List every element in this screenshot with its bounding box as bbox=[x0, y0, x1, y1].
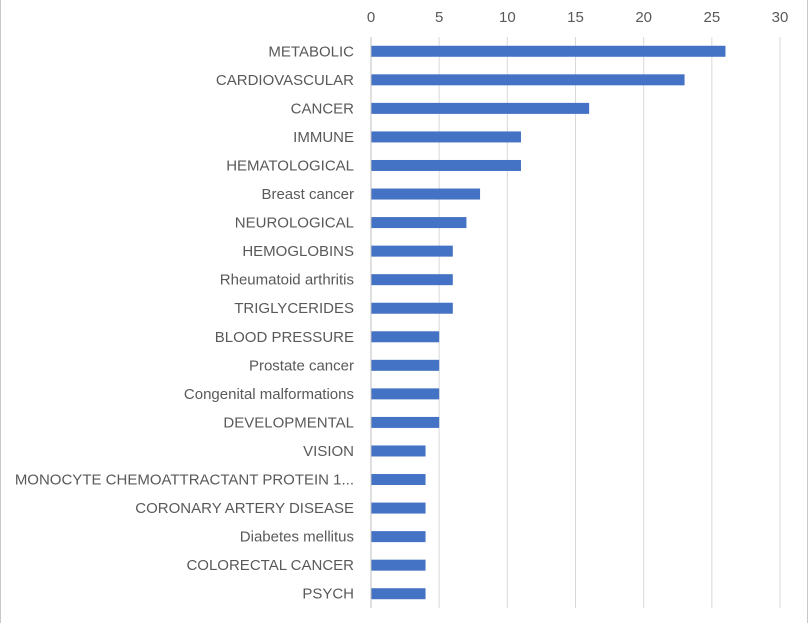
category-label: HEMOGLOBINS bbox=[242, 243, 354, 260]
bar bbox=[371, 245, 453, 257]
bar bbox=[371, 559, 426, 571]
bar bbox=[371, 274, 453, 286]
x-tick-label: 20 bbox=[635, 9, 652, 26]
bar bbox=[371, 531, 426, 543]
x-tick-label: 10 bbox=[499, 9, 516, 26]
x-tick-label: 25 bbox=[703, 9, 720, 26]
category-label: Diabetes mellitus bbox=[240, 529, 354, 546]
category-label: HEMATOLOGICAL bbox=[226, 157, 354, 174]
bar bbox=[371, 359, 440, 371]
category-label: CARDIOVASCULAR bbox=[216, 72, 354, 89]
bar bbox=[371, 302, 453, 314]
category-label: Rheumatoid arthritis bbox=[220, 272, 354, 289]
category-label: BLOOD PRESSURE bbox=[215, 329, 354, 346]
x-tick-label: 5 bbox=[435, 9, 443, 26]
bar bbox=[371, 588, 426, 600]
x-tick-label: 15 bbox=[567, 9, 584, 26]
bar bbox=[371, 131, 521, 143]
bar bbox=[371, 416, 440, 428]
bar bbox=[371, 331, 440, 343]
bar bbox=[371, 388, 440, 400]
category-label: VISION bbox=[303, 443, 354, 460]
category-label: DEVELOPMENTAL bbox=[223, 414, 354, 431]
category-label: IMMUNE bbox=[293, 129, 354, 146]
category-label: COLORECTAL CANCER bbox=[186, 557, 354, 574]
bar bbox=[371, 188, 481, 200]
x-tick-label: 30 bbox=[772, 9, 789, 26]
bar bbox=[371, 502, 426, 514]
category-label: PSYCH bbox=[302, 586, 354, 603]
category-label: TRIGLYCERIDES bbox=[234, 300, 354, 317]
category-label: Breast cancer bbox=[261, 186, 354, 203]
category-label: METABOLIC bbox=[268, 43, 354, 60]
bar bbox=[371, 102, 590, 114]
bar bbox=[371, 45, 726, 57]
category-label: Prostate cancer bbox=[249, 357, 354, 374]
bar bbox=[371, 74, 685, 86]
category-label: CORONARY ARTERY DISEASE bbox=[135, 500, 354, 517]
category-label: MONOCYTE CHEMOATTRACTANT PROTEIN 1... bbox=[15, 472, 354, 489]
x-tick-label: 0 bbox=[367, 9, 375, 26]
category-label: Congenital malformations bbox=[184, 386, 354, 403]
bar bbox=[371, 217, 467, 229]
category-label: CANCER bbox=[291, 100, 355, 117]
bar bbox=[371, 159, 521, 171]
bar bbox=[371, 445, 426, 457]
category-label: NEUROLOGICAL bbox=[235, 215, 354, 232]
bar bbox=[371, 474, 426, 486]
